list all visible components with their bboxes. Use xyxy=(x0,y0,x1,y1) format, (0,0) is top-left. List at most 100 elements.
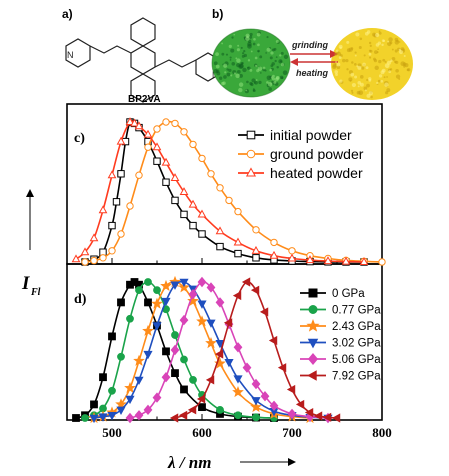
x-tick-label: 800 xyxy=(372,425,392,440)
data-point xyxy=(215,226,225,235)
data-point xyxy=(117,352,125,361)
data-point xyxy=(180,128,188,136)
data-point xyxy=(171,119,179,128)
data-point xyxy=(134,410,144,421)
data-point xyxy=(171,196,179,205)
legend-d: 0 GPa 0.77 GPa 2.43 GPa 3.02 GPa 5.06 GPa 7.9… xyxy=(300,288,381,383)
data-point xyxy=(171,331,179,339)
legend-marker xyxy=(307,353,319,365)
data-point xyxy=(108,386,116,395)
data-point xyxy=(216,242,224,251)
data-point xyxy=(171,369,179,378)
molecule-structure xyxy=(65,17,221,103)
data-point xyxy=(180,385,188,394)
panel-c-label: c) xyxy=(74,131,85,146)
data-point xyxy=(116,406,126,415)
data-point xyxy=(81,414,89,422)
data-point xyxy=(116,136,126,145)
legend-label: 7.92 GPa xyxy=(332,371,381,383)
data-point xyxy=(153,157,161,165)
data-point xyxy=(250,285,260,295)
data-point xyxy=(378,258,386,266)
legend-label: 0.77 GPa xyxy=(332,305,381,317)
legend-marker xyxy=(245,167,257,177)
legend-label: 5.06 GPa xyxy=(332,354,381,366)
data-point xyxy=(89,414,99,424)
y-axis-label: I Fl xyxy=(21,189,41,298)
data-point xyxy=(169,413,179,423)
data-point xyxy=(90,256,98,265)
data-point xyxy=(117,170,125,178)
data-point xyxy=(224,359,234,368)
data-point xyxy=(252,254,260,262)
data-point xyxy=(234,249,242,258)
legend-marker xyxy=(306,318,320,332)
data-point xyxy=(112,198,121,206)
data-point xyxy=(135,171,143,179)
legend-item: ground powder xyxy=(238,146,364,162)
data-point xyxy=(215,339,225,349)
series-line xyxy=(93,280,329,419)
data-point xyxy=(250,401,262,413)
data-point xyxy=(153,286,161,295)
legend-marker xyxy=(246,149,256,159)
data-point xyxy=(89,233,99,242)
data-point xyxy=(178,410,188,420)
data-point xyxy=(161,157,171,166)
legend-item: 7.92 GPa xyxy=(300,370,381,383)
x-tick-label: 500 xyxy=(102,425,122,440)
data-point xyxy=(196,315,208,327)
panel-c-series xyxy=(71,117,386,266)
data-point xyxy=(313,411,323,421)
data-point xyxy=(144,298,152,307)
data-point xyxy=(270,238,278,247)
data-point xyxy=(287,408,297,420)
series-3-02-gpa xyxy=(89,278,333,424)
data-point xyxy=(268,335,278,346)
data-point xyxy=(287,253,297,262)
data-point xyxy=(232,291,242,301)
data-point xyxy=(196,394,206,404)
data-point xyxy=(304,407,314,418)
data-point xyxy=(180,355,188,364)
data-point xyxy=(71,254,81,263)
x-tick-label: 700 xyxy=(282,425,302,440)
yellow-powder-image xyxy=(331,28,413,100)
data-point xyxy=(107,170,117,179)
data-point xyxy=(170,281,180,290)
series-7-92-gpa xyxy=(169,277,341,423)
legend-marker xyxy=(307,338,319,349)
series-line xyxy=(84,281,275,419)
legend-item: 3.02 GPa xyxy=(300,338,381,350)
data-point xyxy=(133,354,145,366)
data-point xyxy=(188,199,198,208)
legend-label: 0 GPa xyxy=(332,288,365,300)
data-point xyxy=(215,297,225,308)
data-point xyxy=(260,391,270,402)
data-point xyxy=(251,378,261,390)
legend-item: initial powder xyxy=(238,127,352,143)
data-point xyxy=(205,375,215,385)
legend-marker xyxy=(308,305,318,314)
data-point xyxy=(152,322,162,331)
data-point xyxy=(322,412,332,422)
legend-marker xyxy=(308,288,318,298)
x-axis-label-group: λ / nm xyxy=(167,453,296,472)
data-point xyxy=(216,405,224,414)
data-point xyxy=(189,376,197,384)
data-point xyxy=(162,347,170,356)
data-point xyxy=(331,413,341,423)
data-point xyxy=(107,412,117,421)
data-point xyxy=(188,289,198,300)
data-point xyxy=(126,202,134,210)
data-point xyxy=(125,395,135,405)
pyridine-n-left: N xyxy=(67,50,74,60)
legend-marker xyxy=(307,370,317,381)
data-point xyxy=(108,221,116,230)
powder-texture xyxy=(213,31,289,94)
data-point xyxy=(197,276,207,288)
data-point xyxy=(170,344,180,356)
data-point xyxy=(242,362,252,373)
data-point xyxy=(189,140,197,149)
data-point xyxy=(251,245,261,254)
